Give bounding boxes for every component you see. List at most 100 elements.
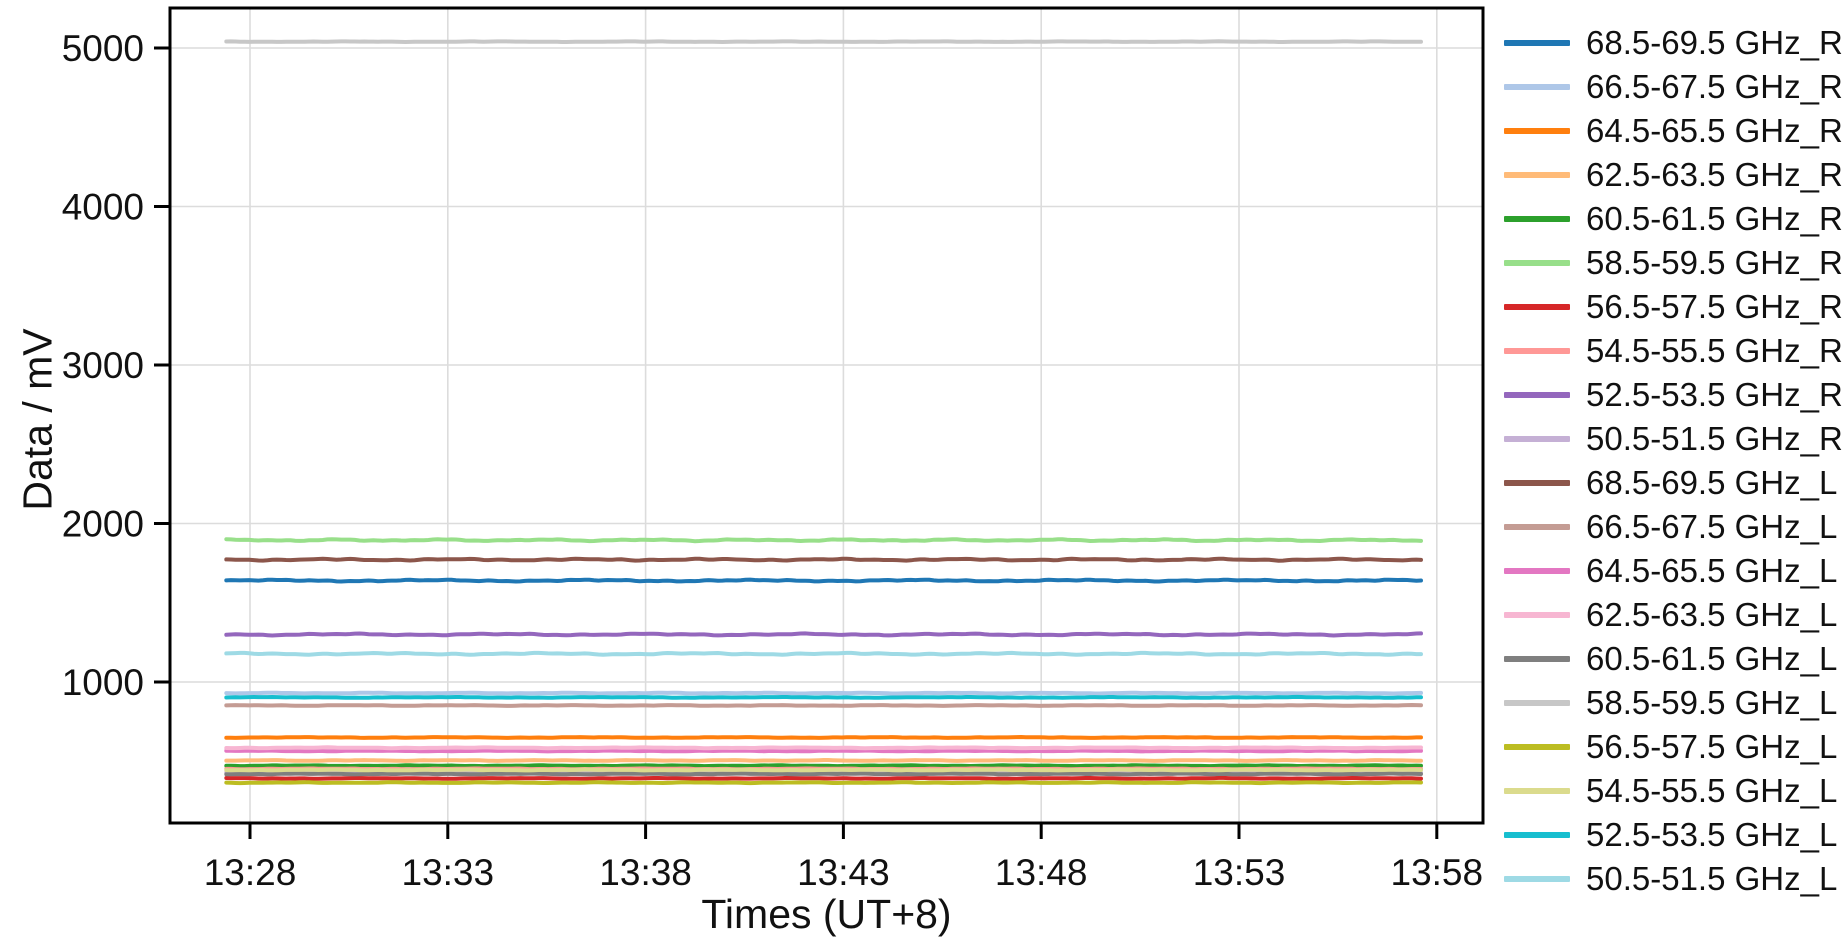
y-tick-label: 5000	[62, 28, 144, 69]
legend-swatch	[1504, 612, 1570, 618]
legend-label: 56.5-57.5 GHz_R	[1586, 288, 1843, 325]
legend-swatch	[1504, 480, 1570, 486]
legend-item: 50.5-51.5 GHz_R	[1504, 419, 1843, 459]
legend-item: 64.5-65.5 GHz_R	[1504, 111, 1843, 151]
y-tick-label: 1000	[62, 662, 144, 703]
legend-label: 60.5-61.5 GHz_R	[1586, 200, 1843, 237]
legend-label: 58.5-59.5 GHz_L	[1586, 684, 1838, 721]
gridlines	[170, 8, 1483, 823]
legend-swatch	[1504, 84, 1570, 90]
legend: 68.5-69.5 GHz_R 66.5-67.5 GHz_R 64.5-65.5 …	[1504, 0, 1847, 941]
legend-swatch	[1504, 876, 1570, 882]
x-tick-label: 13:43	[797, 852, 890, 893]
legend-label: 68.5-69.5 GHz_L	[1586, 464, 1838, 501]
legend-label: 54.5-55.5 GHz_R	[1586, 332, 1843, 369]
legend-swatch	[1504, 304, 1570, 310]
series-line	[224, 690, 1423, 696]
legend-swatch	[1504, 524, 1570, 530]
legend-item: 58.5-59.5 GHz_L	[1504, 683, 1837, 723]
legend-swatch	[1504, 700, 1570, 706]
legend-item: 56.5-57.5 GHz_L	[1504, 727, 1837, 767]
legend-item: 60.5-61.5 GHz_L	[1504, 639, 1837, 679]
legend-label: 68.5-69.5 GHz_R	[1586, 24, 1843, 61]
legend-swatch	[1504, 40, 1570, 46]
legend-label: 52.5-53.5 GHz_R	[1586, 376, 1843, 413]
legend-swatch	[1504, 348, 1570, 354]
legend-label: 62.5-63.5 GHz_L	[1586, 596, 1838, 633]
x-tick-label: 13:33	[402, 852, 495, 893]
legend-swatch	[1504, 568, 1570, 574]
legend-item: 62.5-63.5 GHz_L	[1504, 595, 1837, 635]
plot-frame	[168, 6, 1485, 825]
series-line	[224, 771, 1423, 777]
series-line	[224, 577, 1423, 584]
series-line	[224, 537, 1423, 544]
legend-item: 62.5-63.5 GHz_R	[1504, 155, 1843, 195]
legend-item: 68.5-69.5 GHz_L	[1504, 463, 1837, 503]
legend-label: 66.5-67.5 GHz_R	[1586, 68, 1843, 105]
legend-swatch	[1504, 744, 1570, 750]
series-line	[224, 748, 1423, 754]
legend-swatch	[1504, 128, 1570, 134]
series-line	[224, 734, 1423, 740]
tick-marks	[154, 46, 1439, 839]
legend-label: 66.5-67.5 GHz_L	[1586, 508, 1838, 545]
x-axis-label: Times (UT+8)	[701, 891, 952, 937]
legend-swatch	[1504, 656, 1570, 662]
y-tick-label: 4000	[62, 187, 144, 228]
legend-label: 62.5-63.5 GHz_R	[1586, 156, 1843, 193]
x-tick-label: 13:28	[204, 852, 297, 893]
series-line	[224, 780, 1423, 786]
y-tick-label: 3000	[62, 345, 144, 386]
legend-swatch	[1504, 260, 1570, 266]
legend-item: 60.5-61.5 GHz_R	[1504, 199, 1843, 239]
data-lines	[224, 39, 1423, 786]
legend-swatch	[1504, 392, 1570, 398]
series-line	[224, 650, 1423, 657]
legend-label: 50.5-51.5 GHz_L	[1586, 860, 1838, 897]
legend-label: 64.5-65.5 GHz_R	[1586, 112, 1843, 149]
legend-label: 50.5-51.5 GHz_R	[1586, 420, 1843, 457]
legend-label: 56.5-57.5 GHz_L	[1586, 728, 1838, 765]
series-line	[224, 758, 1423, 763]
legend-swatch	[1504, 216, 1570, 222]
x-tick-label: 13:53	[1193, 852, 1286, 893]
legend-item: 52.5-53.5 GHz_L	[1504, 815, 1837, 855]
series-line	[224, 631, 1423, 638]
legend-item: 58.5-59.5 GHz_R	[1504, 243, 1843, 283]
x-tick-label: 13:38	[599, 852, 692, 893]
legend-item: 54.5-55.5 GHz_L	[1504, 771, 1837, 811]
series-line	[224, 39, 1423, 45]
legend-item: 56.5-57.5 GHz_R	[1504, 287, 1843, 327]
legend-label: 52.5-53.5 GHz_L	[1586, 816, 1838, 853]
tick-labels: 13:28 13:33 13:38 13:43 13:48 13:53 13:58 1000 2…	[62, 28, 1483, 893]
series-line	[224, 775, 1423, 781]
legend-label: 58.5-59.5 GHz_R	[1586, 244, 1843, 281]
y-tick-label: 2000	[62, 504, 144, 545]
series-line	[224, 556, 1423, 563]
series-line	[224, 702, 1423, 708]
legend-item: 54.5-55.5 GHz_R	[1504, 331, 1843, 371]
legend-label: 54.5-55.5 GHz_L	[1586, 772, 1838, 809]
legend-swatch	[1504, 788, 1570, 794]
legend-item: 66.5-67.5 GHz_R	[1504, 67, 1843, 107]
legend-item: 64.5-65.5 GHz_L	[1504, 551, 1837, 591]
legend-label: 60.5-61.5 GHz_L	[1586, 640, 1838, 677]
legend-item: 68.5-69.5 GHz_R	[1504, 23, 1843, 63]
legend-swatch	[1504, 172, 1570, 178]
legend-swatch	[1504, 832, 1570, 838]
x-tick-label: 13:58	[1391, 852, 1484, 893]
legend-swatch	[1504, 436, 1570, 442]
y-axis-label: Data / mV	[14, 328, 61, 511]
series-line	[224, 745, 1423, 751]
legend-item: 66.5-67.5 GHz_L	[1504, 507, 1837, 547]
legend-label: 64.5-65.5 GHz_L	[1586, 552, 1838, 589]
series-line	[224, 767, 1423, 773]
legend-item: 52.5-53.5 GHz_R	[1504, 375, 1843, 415]
series-line	[224, 763, 1423, 769]
series-line	[224, 694, 1423, 700]
x-tick-label: 13:48	[995, 852, 1088, 893]
legend-item: 50.5-51.5 GHz_L	[1504, 859, 1837, 899]
